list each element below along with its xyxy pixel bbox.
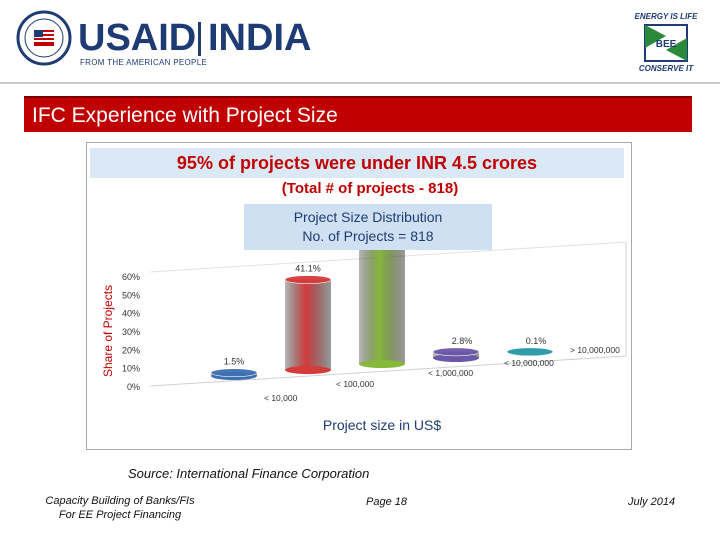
bee-logo-top-text: ENERGY IS LIFE	[634, 12, 698, 21]
source-note: Source: International Finance Corporatio…	[128, 466, 370, 481]
footer-program-line1: Capacity Building of Banks/FIs	[45, 495, 195, 507]
data-label: 1.5%	[224, 357, 245, 367]
bar	[285, 279, 331, 370]
y-tick-label: 30%	[122, 327, 140, 337]
logo-divider	[198, 22, 201, 56]
page-number: Page 18	[366, 496, 407, 508]
x-axis-label: Project size in US$	[323, 417, 441, 433]
y-tick-label: 50%	[122, 290, 140, 300]
data-label: 2.8%	[452, 336, 473, 346]
y-tick-label: 0%	[127, 382, 140, 392]
x-tick-label: > 10,000,000	[570, 345, 620, 355]
bar-top	[210, 368, 258, 377]
bar-top	[284, 275, 332, 284]
data-label: 41.1%	[295, 264, 321, 274]
y-axis-label: Share of Projects	[101, 285, 115, 377]
x-tick-label: < 100,000	[336, 379, 374, 389]
bee-emblem-icon: BEE	[644, 24, 688, 62]
bee-logo: ENERGY IS LIFE BEE CONSERVE IT	[634, 12, 698, 78]
chart-floor-line	[149, 355, 627, 387]
x-tick-label: < 10,000,000	[504, 358, 554, 368]
footer-date: July 2014	[628, 496, 676, 508]
distribution-count: No. of Projects = 818	[302, 228, 434, 244]
bar-top	[506, 347, 554, 357]
header-divider	[0, 82, 720, 84]
bee-emblem-text: BEE	[656, 39, 677, 50]
footer-program: Capacity Building of Banks/FIs For EE Pr…	[30, 494, 210, 522]
y-tick-label: 40%	[122, 309, 140, 319]
slide-title: IFC Experience with Project Size	[32, 104, 338, 127]
usaid-seal-logo	[16, 10, 72, 66]
bar	[359, 244, 405, 364]
bar-base	[285, 366, 331, 374]
footer-program-line2: For EE Project Financing	[58, 509, 182, 521]
bar-top	[432, 347, 480, 357]
usaid-wordmark: USAID	[78, 17, 197, 59]
distribution-title: Project Size Distribution	[293, 209, 443, 225]
y-tick-label: 20%	[122, 345, 140, 355]
headline-text: 95% of projects were under INR 4.5 crore…	[176, 153, 538, 173]
bee-logo-bottom-text: CONSERVE IT	[638, 64, 694, 73]
india-wordmark: INDIA	[208, 17, 312, 59]
chart-subtitle: (Total # of projects - 818)	[281, 180, 459, 197]
bar-base	[433, 354, 479, 362]
distribution-box: Project Size Distribution No. of Project…	[244, 204, 492, 250]
data-label: 0.1%	[526, 336, 547, 346]
headline-banner: 95% of projects were under INR 4.5 crore…	[90, 148, 624, 178]
bar-chart: 0% 10% 20% 30% 40% 50% 60% Share of Projects 1.5…	[101, 239, 627, 433]
bar-base	[359, 360, 405, 368]
y-tick-label: 10%	[122, 364, 140, 374]
y-tick-label: 60%	[122, 272, 140, 282]
x-tick-label: < 10,000	[264, 393, 298, 403]
x-tick-label: < 1,000,000	[428, 368, 473, 378]
usaid-tagline: FROM THE AMERICAN PEOPLE	[80, 58, 208, 67]
title-bar: IFC Experience with Project Size	[24, 96, 692, 132]
